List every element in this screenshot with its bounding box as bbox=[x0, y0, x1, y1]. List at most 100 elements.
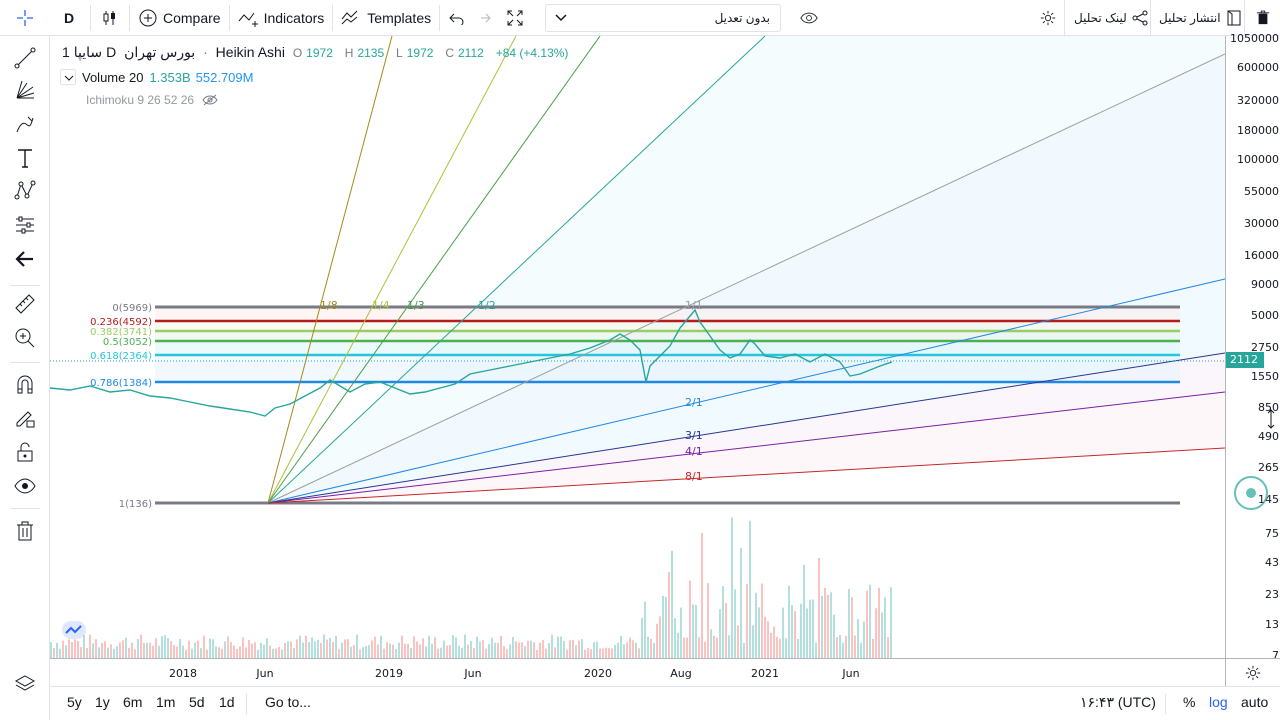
link-analysis-button[interactable]: لینک تحلیل bbox=[1068, 0, 1155, 36]
volume-bar bbox=[428, 635, 430, 658]
gann-fan-tool[interactable] bbox=[12, 77, 38, 103]
chart-pane[interactable]: 0(5969) 0.236(4592) 0.382(3741) 0.5(3052) 0.… bbox=[50, 36, 1225, 658]
tradingview-logo bbox=[62, 621, 86, 639]
trend-line-tool[interactable] bbox=[12, 45, 38, 71]
volume-bar bbox=[770, 633, 772, 658]
volume-bar bbox=[218, 647, 220, 658]
ruler-tool[interactable] bbox=[12, 291, 38, 317]
zoom-tool[interactable] bbox=[12, 325, 38, 351]
volume-bar bbox=[728, 635, 730, 658]
volume-bar bbox=[254, 642, 256, 658]
volume-bar bbox=[311, 637, 313, 658]
chart-canvas[interactable]: 0(5969) 0.236(4592)0.382(3741)0.5(3052) 0.… bbox=[50, 36, 1225, 658]
ichimoku-label[interactable]: Ichimoku 9 26 52 26 bbox=[86, 93, 195, 107]
indicators-button[interactable]: Indicators bbox=[232, 0, 331, 36]
volume-bar bbox=[440, 647, 442, 658]
compare-button[interactable]: Compare bbox=[132, 0, 227, 36]
range-5d[interactable]: 5d bbox=[189, 694, 205, 710]
fib-label-0: 0(5969) bbox=[112, 303, 152, 314]
range-1d[interactable]: 1d bbox=[219, 694, 235, 710]
legend-low: 1972 bbox=[406, 46, 434, 60]
volume-bar bbox=[359, 649, 361, 658]
text-tool[interactable] bbox=[12, 145, 38, 171]
publish-analysis-button[interactable]: انتشار تحلیل bbox=[1153, 0, 1249, 36]
range-5y[interactable]: 5y bbox=[67, 694, 82, 710]
price-tick: 490 bbox=[1258, 430, 1279, 443]
volume-bar bbox=[737, 625, 739, 658]
volume-bar bbox=[242, 637, 244, 658]
stay-drawing-tool[interactable] bbox=[12, 405, 38, 431]
volume-bar bbox=[569, 640, 571, 658]
volume-bar bbox=[113, 648, 115, 658]
volume-bar bbox=[275, 648, 277, 658]
volume-bar bbox=[794, 611, 796, 658]
chart-settings-button[interactable] bbox=[1225, 658, 1280, 686]
volume-bar bbox=[602, 648, 604, 658]
fan-label-4-1: 4/1 bbox=[685, 445, 703, 458]
delete-button[interactable] bbox=[1250, 0, 1276, 36]
eye-icon bbox=[14, 478, 36, 494]
redo-button[interactable] bbox=[470, 0, 498, 36]
time-axis[interactable]: 2018 Jun 2019 Jun 2020 Aug 2021 Jun bbox=[50, 658, 1225, 686]
volume-bar bbox=[467, 644, 469, 658]
volume-bar bbox=[185, 649, 187, 658]
volume-bar bbox=[224, 641, 226, 658]
collapse-indicators-button[interactable] bbox=[60, 69, 76, 85]
settings-button[interactable] bbox=[1034, 0, 1062, 36]
hide-toolbar-button[interactable] bbox=[12, 246, 38, 272]
volume-bar bbox=[491, 637, 493, 658]
log-toggle[interactable]: log bbox=[1209, 694, 1228, 710]
volume-bar bbox=[89, 634, 91, 658]
prediction-tool[interactable] bbox=[12, 212, 38, 238]
volume-bar bbox=[272, 648, 274, 658]
pattern-tool[interactable] bbox=[12, 178, 38, 204]
symbol-search-button[interactable]: D bbox=[50, 0, 88, 36]
visibility-toggle[interactable] bbox=[794, 0, 824, 36]
clock-time[interactable]: ۱۶:۴۳ (UTC) bbox=[1080, 694, 1156, 710]
crosshair-icon[interactable] bbox=[0, 0, 50, 36]
volume-bar bbox=[497, 642, 499, 658]
fullscreen-button[interactable] bbox=[498, 0, 532, 36]
templates-icon bbox=[341, 10, 358, 24]
object-tree-button[interactable] bbox=[12, 671, 38, 697]
lock-drawings-button[interactable] bbox=[12, 439, 38, 465]
price-tick: 850 bbox=[1258, 401, 1279, 414]
volume-bar bbox=[626, 642, 628, 658]
volume-bar bbox=[407, 643, 409, 658]
brush-tool[interactable] bbox=[12, 111, 38, 137]
volume-label[interactable]: Volume 20 bbox=[82, 69, 144, 85]
volume-bar bbox=[641, 617, 643, 658]
volume-bar bbox=[845, 635, 847, 658]
goto-date-button[interactable]: Go to... bbox=[265, 694, 311, 710]
fan-line-3-1 bbox=[267, 352, 1225, 504]
volume-bar bbox=[299, 635, 301, 658]
ichimoku-legend: Ichimoku 9 26 52 26 bbox=[86, 93, 218, 107]
range-1m[interactable]: 1m bbox=[156, 694, 176, 710]
indicators-icon bbox=[238, 12, 258, 27]
remove-drawings-button[interactable] bbox=[12, 518, 38, 544]
volume-bar bbox=[563, 640, 565, 658]
templates-button[interactable]: Templates bbox=[335, 0, 437, 36]
legend-symbol[interactable]: سایپا bbox=[73, 44, 103, 60]
volume-bar bbox=[818, 557, 820, 658]
undo-button[interactable] bbox=[442, 0, 470, 36]
fan-label-1-8: 1/8 bbox=[320, 299, 338, 312]
price-axis[interactable]: 1050000 600000 320000 180000 100000 55000 3000… bbox=[1225, 32, 1280, 662]
volume-bar bbox=[779, 638, 781, 658]
hide-drawings-button[interactable] bbox=[12, 473, 38, 499]
adjustment-select[interactable]: بدون تعدیل bbox=[545, 4, 781, 32]
range-1y[interactable]: 1y bbox=[95, 694, 110, 710]
time-tick: 2019 bbox=[375, 667, 403, 680]
auto-toggle[interactable]: auto bbox=[1241, 694, 1269, 710]
magnet-tool[interactable] bbox=[12, 371, 38, 397]
scroll-indicator[interactable] bbox=[1234, 476, 1268, 510]
chart-style-button[interactable] bbox=[93, 0, 127, 36]
volume-bar bbox=[512, 636, 514, 658]
percent-toggle[interactable]: % bbox=[1183, 694, 1196, 710]
range-6m[interactable]: 6m bbox=[123, 694, 143, 710]
volume-bar bbox=[167, 638, 169, 658]
volume-bar bbox=[614, 645, 616, 658]
volume-bar bbox=[761, 583, 763, 658]
volume-bar bbox=[530, 640, 532, 658]
volume-bar bbox=[77, 641, 79, 658]
